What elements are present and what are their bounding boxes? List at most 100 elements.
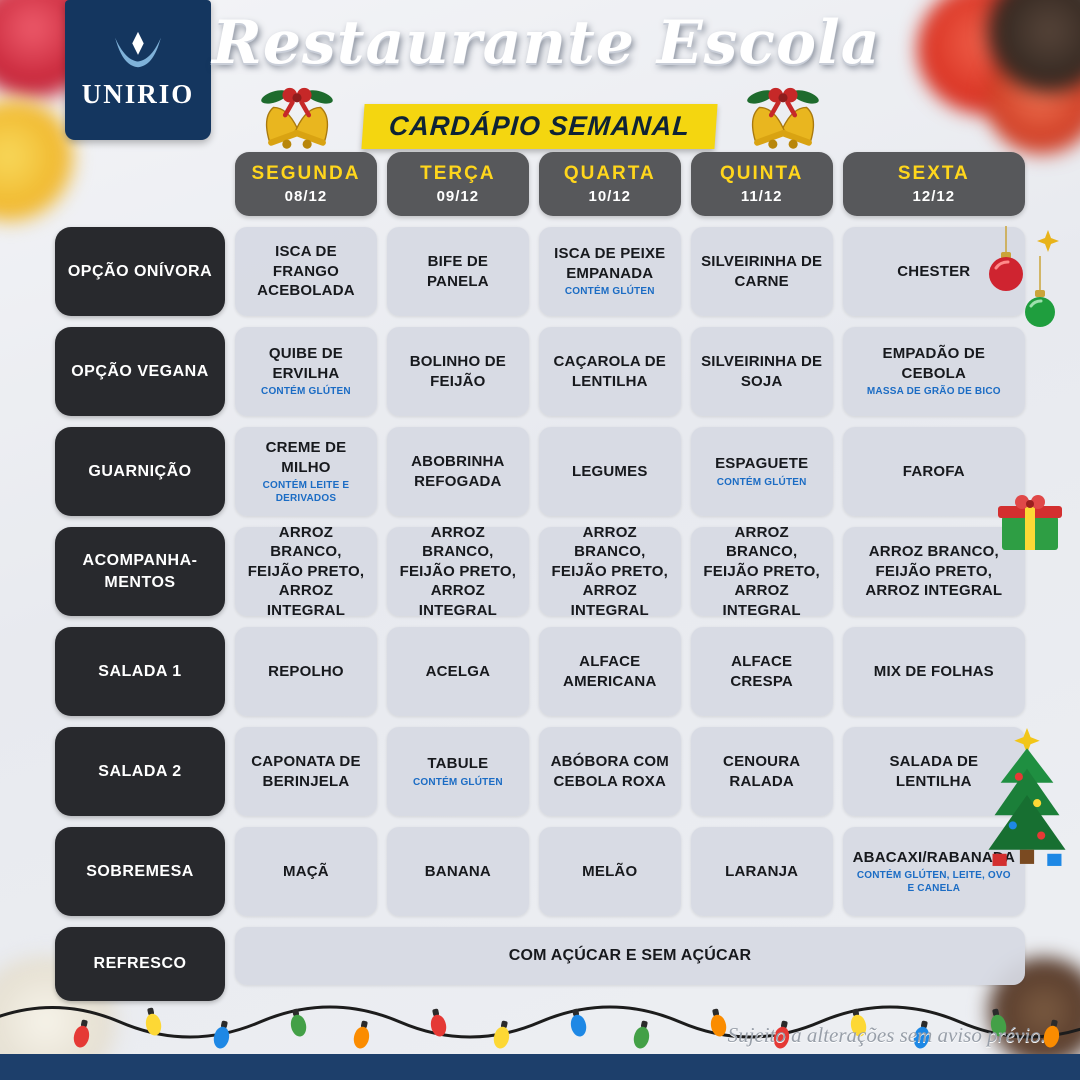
dish-name: ABÓBORA COM CEBOLA ROXA bbox=[550, 753, 669, 790]
disclaimer-text: Sujeito a alterações sem aviso prévio. bbox=[727, 1023, 1046, 1047]
dish-name: ISCA DE PEIXE EMPANADA bbox=[554, 245, 666, 282]
day-name: QUINTA bbox=[719, 163, 804, 184]
row-label-text: SALADA 2 bbox=[98, 762, 182, 780]
dish-name: SALADA DE LENTILHA bbox=[889, 753, 979, 790]
row-label-sobremesa: SOBREMESA bbox=[55, 827, 225, 916]
day-header-terca: TERÇA 09/12 bbox=[386, 152, 529, 216]
banner-row: CARDÁPIO SEMANAL bbox=[212, 84, 868, 168]
dish-name: CAPONATA DE BERINJELA bbox=[251, 753, 361, 790]
dish-name: QUIBE DE ERVILHA bbox=[268, 345, 344, 382]
unirio-emblem-icon bbox=[115, 31, 161, 68]
dish-name: CAÇAROLA DE LENTILHA bbox=[553, 353, 666, 390]
dish-name: ESPAGUETE bbox=[715, 455, 809, 472]
row-label-salada-1: SALADA 1 bbox=[55, 627, 225, 716]
menu-cell: REPOLHO bbox=[235, 627, 377, 716]
dish-name: CENOURA RALADA bbox=[723, 753, 801, 790]
menu-cell: ARROZ BRANCO, FEIJÃO PRETO, ARROZ INTEGR… bbox=[235, 524, 377, 619]
menu-cell: ARROZ BRANCO, FEIJÃO PRETO, ARROZ INTEGR… bbox=[538, 524, 681, 619]
allergen-note: CONTÉM GLÚTEN bbox=[261, 386, 351, 398]
dish-name: REPOLHO bbox=[268, 662, 344, 680]
menu-cell: MIX DE FOLHAS bbox=[842, 627, 1025, 716]
menu-cell: ABACAXI/RABANADA CONTÉM GLÚTEN, LEITE, OV… bbox=[842, 827, 1025, 916]
dish-name: CREME DE MILHO bbox=[265, 439, 347, 476]
row-label-text: REFRESCO bbox=[93, 955, 187, 973]
day-date: 08/12 bbox=[284, 188, 328, 205]
menu-cell: QUIBE DE ERVILHA CONTÉM GLÚTEN bbox=[235, 327, 377, 416]
row-label-opcao-onivora: OPÇÃO ONÍVORA bbox=[55, 227, 225, 316]
menu-cell: ISCA DE PEIXE EMPANADA CONTÉM GLÚTEN bbox=[538, 227, 681, 316]
dish-name: ACELGA bbox=[425, 662, 491, 680]
day-date: 11/12 bbox=[740, 188, 783, 205]
menu-cell: SILVEIRINHA DE SOJA bbox=[690, 327, 833, 416]
day-name: SEGUNDA bbox=[251, 163, 361, 184]
menu-cell: MAÇÃ bbox=[235, 827, 377, 916]
day-header-quarta: QUARTA 10/12 bbox=[538, 152, 681, 216]
dish-name: MELÃO bbox=[582, 862, 638, 880]
unirio-logo: UNIRIO bbox=[65, 0, 211, 140]
allergen-note: CONTÉM GLÚTEN bbox=[716, 476, 807, 488]
allergen-note: MASSA DE GRÃO DE BICO bbox=[866, 386, 1001, 398]
dish-name: ALFACE AMERICANA bbox=[563, 653, 657, 690]
dish-name: LARANJA bbox=[725, 862, 799, 880]
peppercorn-photo-decoration bbox=[984, 0, 1080, 96]
menu-cell: ARROZ BRANCO, FEIJÃO PRETO, ARROZ INTEGR… bbox=[386, 524, 529, 619]
dish-name: ARROZ BRANCO, FEIJÃO PRETO, ARROZ INTEGR… bbox=[703, 523, 820, 619]
dish-name: MIX DE FOLHAS bbox=[873, 662, 994, 680]
day-header-sexta: SEXTA 12/12 bbox=[842, 152, 1025, 216]
gift-box-icon bbox=[998, 495, 1062, 550]
day-date: 10/12 bbox=[588, 188, 632, 205]
bottom-blue-bar bbox=[0, 1054, 1080, 1080]
row-label-guarnicao: GUARNIÇÃO bbox=[55, 427, 225, 516]
menu-cell: SILVEIRINHA DE CARNE bbox=[690, 227, 833, 316]
refresco-text: COM AÇÚCAR E SEM AÇÚCAR bbox=[508, 946, 752, 964]
day-name: QUARTA bbox=[563, 163, 656, 184]
dish-name: BOLINHO DE FEIJÃO bbox=[409, 353, 506, 390]
menu-cell: CAPONATA DE BERINJELA bbox=[235, 727, 377, 816]
row-label-salada-2: SALADA 2 bbox=[55, 727, 225, 816]
day-header-segunda: SEGUNDA 08/12 bbox=[235, 152, 377, 216]
menu-cell: ABÓBORA COM CEBOLA ROXA bbox=[538, 727, 681, 816]
allergen-note: CONTÉM GLÚTEN bbox=[412, 776, 503, 788]
row-label-refresco: REFRESCO bbox=[55, 927, 225, 1001]
banner-cardapio-semanal: CARDÁPIO SEMANAL bbox=[361, 103, 719, 149]
dish-name: FAROFA bbox=[902, 462, 965, 480]
tomato-photo-decoration bbox=[917, 0, 1062, 117]
menu-cell: BIFE DE PANELA bbox=[386, 227, 529, 316]
christmas-ornaments-icon bbox=[989, 226, 1059, 327]
christmas-tree-icon bbox=[988, 728, 1066, 866]
christmas-bells-icon bbox=[261, 87, 334, 149]
dish-name: EMPADÃO DE CEBOLA bbox=[882, 345, 986, 382]
menu-cell: ARROZ BRANCO, FEIJÃO PRETO, ARROZ INTEGR… bbox=[690, 524, 833, 619]
dish-name: ARROZ BRANCO, FEIJÃO PRETO, ARROZ INTEGR… bbox=[865, 543, 1003, 600]
menu-cell: ISCA DE FRANGO ACEBOLADA bbox=[235, 227, 377, 316]
day-date: 12/12 bbox=[912, 188, 956, 205]
menu-cell: TABULE CONTÉM GLÚTEN bbox=[386, 727, 529, 816]
menu-cell: ABOBRINHA REFOGADA bbox=[386, 427, 529, 516]
dish-name: ARROZ BRANCO, FEIJÃO PRETO, ARROZ INTEGR… bbox=[247, 523, 365, 619]
dish-name: ABOBRINHA REFOGADA bbox=[411, 453, 505, 490]
dish-name: ABACAXI/RABANADA bbox=[852, 848, 1015, 866]
row-label-opcao-vegana: OPÇÃO VEGANA bbox=[55, 327, 225, 416]
logo-wordmark: UNIRIO bbox=[81, 79, 195, 109]
dish-name: MAÇÃ bbox=[283, 862, 329, 880]
dish-name: BIFE DE PANELA bbox=[426, 253, 489, 290]
dish-name: BANANA bbox=[424, 862, 491, 880]
dish-name: TABULE bbox=[427, 755, 489, 772]
menu-cell: MELÃO bbox=[538, 827, 681, 916]
menu-cell: ESPAGUETE CONTÉM GLÚTEN bbox=[690, 427, 833, 516]
refresco-cell: COM AÇÚCAR E SEM AÇÚCAR bbox=[235, 927, 1025, 985]
row-label-text: OPÇÃO VEGANA bbox=[71, 362, 209, 380]
allergen-note: CONTÉM GLÚTEN bbox=[564, 286, 655, 298]
menu-cell: ARROZ BRANCO, FEIJÃO PRETO, ARROZ INTEGR… bbox=[842, 527, 1025, 616]
menu-grid: SEGUNDA 08/12 TERÇA 09/12 QUARTA 10/12 Q… bbox=[55, 152, 1025, 1001]
menu-cell: ALFACE AMERICANA bbox=[538, 627, 681, 716]
dish-name: CHESTER bbox=[897, 262, 971, 280]
day-name: SEXTA bbox=[897, 163, 970, 184]
christmas-bells-icon bbox=[746, 87, 819, 149]
menu-cell: FAROFA bbox=[842, 427, 1025, 516]
menu-cell: ACELGA bbox=[386, 627, 529, 716]
dish-name: LEGUMES bbox=[571, 462, 648, 480]
tomato-photo-decoration bbox=[986, 42, 1080, 157]
row-label-text: ACOMPANHA-MENTOS bbox=[82, 551, 198, 591]
